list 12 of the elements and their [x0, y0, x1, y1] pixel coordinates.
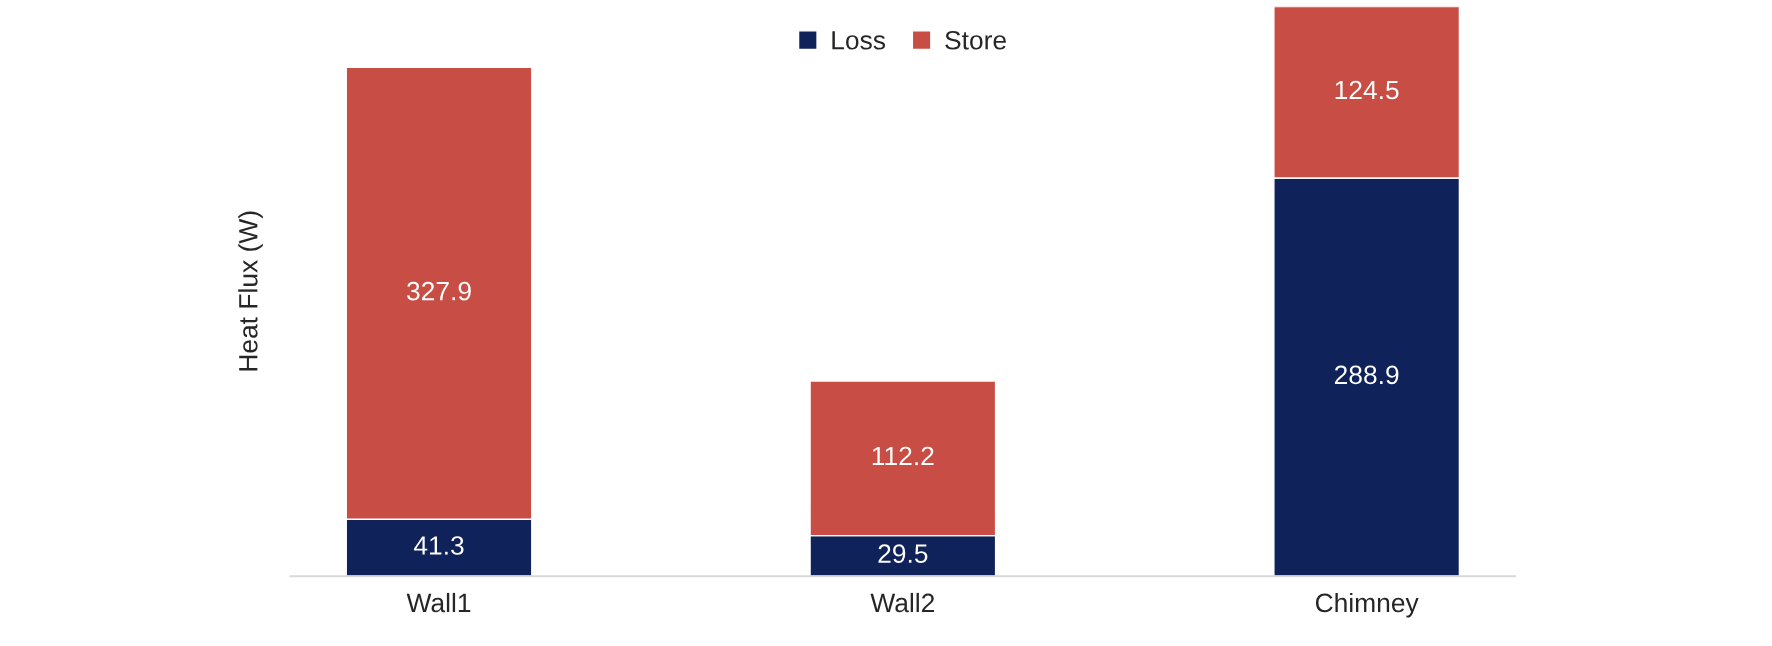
- legend-label: Loss: [832, 31, 886, 50]
- data-label: 288.9: [1334, 365, 1399, 385]
- x-tick-label: Chimney: [1315, 592, 1419, 618]
- data-label: 41.3: [413, 536, 464, 555]
- y-axis-title: Heat Flux (W): [238, 211, 263, 371]
- data-label: 29.5: [878, 544, 928, 563]
- x-tick-label: Wall1: [406, 592, 471, 613]
- data-label: 124.5: [1335, 80, 1399, 100]
- data-label: 112.2: [872, 446, 934, 466]
- data-label: 327.9: [407, 281, 471, 301]
- x-tick-label: Wall2: [870, 592, 935, 613]
- legend-label: Store: [945, 30, 1006, 50]
